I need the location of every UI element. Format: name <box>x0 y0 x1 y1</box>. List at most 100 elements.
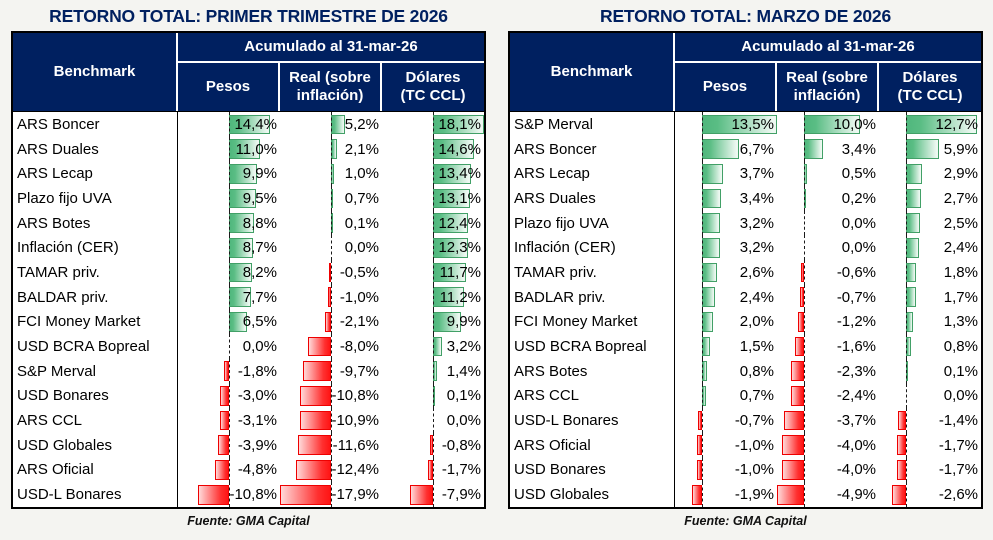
positive-bar <box>906 213 920 233</box>
benchmark-name: USD-L Bonares <box>510 408 675 433</box>
table-title-q1: RETORNO TOTAL: PRIMER TRIMESTRE DE 2026 <box>49 6 448 26</box>
benchmark-name: USD-L Bonares <box>13 482 178 507</box>
benchmark-name: USD BCRA Bopreal <box>13 334 178 359</box>
value-label: 13,5% <box>731 115 774 133</box>
negative-bar <box>280 484 331 505</box>
value-cell: 0,1% <box>382 383 484 409</box>
zero-axis-line <box>330 235 332 261</box>
value-cell: 0,1% <box>879 358 981 384</box>
negative-bar <box>800 287 805 307</box>
value-label: -9,7% <box>339 362 379 380</box>
negative-bar <box>198 484 229 505</box>
value-cell: -8,0% <box>280 334 382 359</box>
table-row: Inflación (CER) 8,7% 0,0% 12,3% <box>13 235 484 261</box>
negative-bar <box>410 484 433 505</box>
negative-bar <box>777 484 805 505</box>
negative-bar <box>896 460 907 480</box>
positive-bar <box>432 336 442 357</box>
value-label: 12,4% <box>438 214 481 232</box>
benchmark-name: S&P Merval <box>13 358 178 384</box>
value-cell: 2,4% <box>675 284 777 310</box>
table-header-q1: Benchmark Acumulado al 31-mar-26 Pesos R… <box>13 33 484 112</box>
value-label: 0,8% <box>739 362 774 380</box>
table-row: ARS CCL -3,1% -10,9% 0,0% <box>13 408 484 433</box>
zero-axis-line <box>702 210 704 236</box>
negative-bar <box>800 262 805 283</box>
value-cell: -1,2% <box>777 309 879 335</box>
value-cell: -0,7% <box>675 408 777 433</box>
value-cell: -10,8% <box>178 482 280 507</box>
value-cell: 14,6% <box>382 136 484 162</box>
zero-axis-line <box>330 383 332 409</box>
benchmark-name: Inflación (CER) <box>510 235 675 261</box>
positive-bar <box>702 287 716 307</box>
table-row: ARS Boncer 14,4% 5,2% 18,1% <box>13 112 484 137</box>
table-row: ARS Duales 3,4% 0,2% 2,7% <box>510 186 981 211</box>
zero-axis-line <box>702 112 704 137</box>
value-cell: -1,0% <box>675 457 777 483</box>
value-label: 0,0% <box>841 214 876 232</box>
table-row: FCI Money Market 6,5% -2,1% 9,9% <box>13 309 484 335</box>
table-row: Inflación (CER) 3,2% 0,0% 2,4% <box>510 235 981 261</box>
zero-axis-line <box>330 161 332 187</box>
value-cell: 18,1% <box>382 112 484 137</box>
zero-axis-line <box>804 457 806 483</box>
table-row: ARS Lecap 3,7% 0,5% 2,9% <box>510 161 981 187</box>
value-cell: 11,0% <box>178 136 280 162</box>
zero-axis-line <box>702 136 704 162</box>
benchmark-name: ARS Boncer <box>510 136 675 162</box>
positive-bar <box>906 312 914 332</box>
benchmark-name: Plazo fijo UVA <box>510 210 675 236</box>
negative-bar <box>430 435 433 456</box>
column-header-group-accumulated: Acumulado al 31-mar-26 <box>675 33 981 63</box>
value-label: 0,1% <box>943 362 978 380</box>
negative-bar <box>219 410 229 431</box>
zero-axis-line <box>804 432 806 458</box>
value-cell: -7,9% <box>382 482 484 507</box>
negative-bar <box>781 460 805 480</box>
panel-q1-2026: RETORNO TOTAL: PRIMER TRIMESTRE DE 2026 … <box>11 4 486 528</box>
value-cell: -0,8% <box>382 432 484 458</box>
value-label: -3,0% <box>237 387 277 405</box>
value-cell: -1,7% <box>879 457 981 483</box>
table-row: ARS Botes 8,8% 0,1% 12,4% <box>13 210 484 236</box>
column-header-real: Real (sobre inflación) <box>777 63 879 111</box>
benchmark-name: ARS Oficial <box>13 457 178 483</box>
table-row: ARS Botes 0,8% -2,3% 0,1% <box>510 358 981 384</box>
table-row: ARS Duales 11,0% 2,1% 14,6% <box>13 136 484 162</box>
negative-bar <box>783 410 805 431</box>
value-label: -10,9% <box>331 412 379 430</box>
positive-bar <box>702 262 717 283</box>
value-label: 1,7% <box>943 288 978 306</box>
value-cell: -11,6% <box>280 432 382 458</box>
positive-bar <box>702 213 720 233</box>
value-cell: 12,7% <box>879 112 981 137</box>
zero-axis-line <box>228 383 230 409</box>
value-cell: 13,1% <box>382 186 484 211</box>
zero-axis-line <box>432 112 434 137</box>
positive-bar <box>702 312 714 332</box>
value-cell: 14,4% <box>178 112 280 137</box>
value-cell: 2,6% <box>675 260 777 285</box>
zero-axis-line <box>702 482 704 507</box>
benchmark-name: ARS Botes <box>510 358 675 384</box>
zero-axis-line <box>330 432 332 458</box>
value-label: -4,9% <box>836 486 876 504</box>
zero-axis-line <box>702 358 704 384</box>
value-label: -2,1% <box>339 313 379 331</box>
value-label: -4,0% <box>836 461 876 479</box>
column-header-dolares: Dólares (TC CCL) <box>879 63 981 111</box>
table-row: Plazo fijo UVA 9,5% 0,7% 13,1% <box>13 186 484 211</box>
zero-axis-line <box>228 112 230 137</box>
value-label: 13,1% <box>438 189 481 207</box>
value-cell: 8,2% <box>178 260 280 285</box>
table-row: ARS CCL 0,7% -2,4% 0,0% <box>510 383 981 409</box>
value-cell: -4,0% <box>777 432 879 458</box>
value-label: 3,7% <box>739 165 774 183</box>
value-cell: 12,3% <box>382 235 484 261</box>
value-label: 0,0% <box>446 412 481 430</box>
value-label: 2,4% <box>739 288 774 306</box>
value-cell: 11,7% <box>382 260 484 285</box>
value-cell: 0,5% <box>777 161 879 187</box>
